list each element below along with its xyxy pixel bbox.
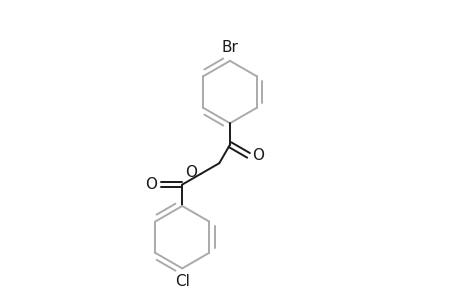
Text: Br: Br [221,40,238,56]
Text: O: O [252,148,264,163]
Text: O: O [185,165,197,180]
Text: Cl: Cl [174,274,189,289]
Text: O: O [145,177,157,192]
